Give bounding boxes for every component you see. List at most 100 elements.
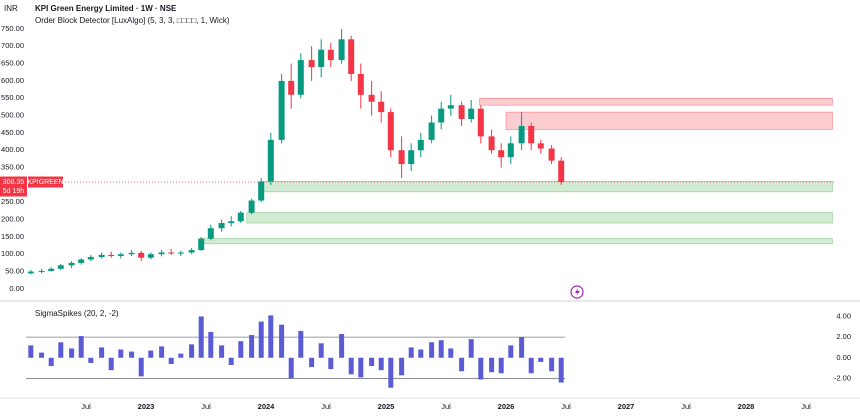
candle-body bbox=[458, 105, 465, 120]
y-tick-label: 600.00 bbox=[1, 76, 24, 85]
symbol-label: KPIGREEN bbox=[27, 179, 63, 186]
candle-body bbox=[558, 160, 565, 183]
currency: INR bbox=[4, 4, 18, 13]
order-block bbox=[262, 181, 833, 193]
x-tick-label: 2026 bbox=[498, 402, 515, 411]
y-tick-label: 250.00 bbox=[1, 197, 24, 206]
y-tick-label: 550.00 bbox=[1, 93, 24, 102]
sigma-bar bbox=[429, 342, 435, 358]
sigma-bar bbox=[298, 330, 304, 358]
candle-body bbox=[218, 223, 225, 229]
sigma-bar bbox=[28, 345, 34, 358]
candle-body bbox=[398, 150, 405, 165]
sigma-bar bbox=[219, 345, 225, 358]
sigma-bar bbox=[328, 357, 334, 370]
sigma-bar bbox=[369, 357, 375, 367]
sigma-title: SigmaSpikes (20, 2, -2) bbox=[35, 309, 119, 318]
y-tick-label: 750.00 bbox=[1, 24, 24, 33]
sigma-bar bbox=[348, 357, 354, 375]
y-tick-label: 700.00 bbox=[1, 41, 24, 50]
y-tick-label: 0.00 bbox=[836, 353, 851, 362]
sigma-bar bbox=[378, 357, 384, 371]
sigma-bar bbox=[528, 357, 534, 374]
sigma-bar bbox=[99, 347, 105, 358]
last-price-label: 308.35 bbox=[3, 179, 25, 186]
candle-body bbox=[338, 39, 345, 61]
candle-body bbox=[87, 257, 94, 260]
sigma-bar bbox=[448, 348, 454, 358]
y-tick-label: 50.00 bbox=[5, 267, 24, 276]
candle-body bbox=[518, 125, 525, 144]
sigma-bar bbox=[189, 344, 195, 358]
sigma-bar bbox=[549, 357, 555, 372]
candle-body bbox=[138, 252, 145, 258]
candle-body bbox=[258, 181, 265, 201]
sigma-bar bbox=[118, 349, 124, 358]
sigma-bar bbox=[288, 357, 294, 379]
candle-body bbox=[477, 108, 484, 137]
y-tick-label: 0.00 bbox=[9, 284, 24, 293]
sigma-bar bbox=[399, 357, 405, 376]
sigma-bar bbox=[438, 340, 444, 358]
candle-body bbox=[357, 73, 364, 95]
candle-body bbox=[237, 212, 244, 222]
candle-body bbox=[528, 125, 535, 144]
sigma-bar bbox=[168, 357, 174, 364]
sigma-bar bbox=[408, 347, 414, 358]
sigma-bar bbox=[69, 348, 75, 358]
sigma-bar bbox=[388, 357, 394, 388]
x-tick-label: Jul bbox=[561, 402, 571, 411]
sigma-bar bbox=[108, 357, 114, 371]
x-tick-label: 2024 bbox=[258, 402, 276, 411]
y-tick-label: 200.00 bbox=[1, 215, 24, 224]
candle-body bbox=[297, 60, 304, 95]
candle-body bbox=[158, 252, 165, 255]
last-price-box bbox=[0, 176, 27, 197]
candle-body bbox=[318, 49, 325, 68]
candle-body bbox=[537, 143, 544, 149]
candle-body bbox=[117, 254, 124, 256]
sigma-bar bbox=[478, 357, 484, 380]
y-tick-label: 150.00 bbox=[1, 232, 24, 241]
sigma-bar bbox=[558, 357, 564, 383]
sigma-bar bbox=[318, 343, 324, 358]
candle-body bbox=[248, 200, 255, 213]
sigma-bar bbox=[48, 357, 54, 367]
x-tick-label: Jul bbox=[801, 402, 811, 411]
candle-body bbox=[98, 254, 105, 258]
order-block bbox=[479, 97, 833, 106]
y-tick-label: 500.00 bbox=[1, 111, 24, 120]
sigma-bar bbox=[489, 357, 495, 373]
sigma-bar bbox=[88, 357, 94, 363]
candle-body bbox=[428, 122, 435, 140]
x-tick-label: Jul bbox=[441, 402, 451, 411]
sigma-bar bbox=[198, 316, 204, 358]
lightning-icon[interactable] bbox=[570, 285, 584, 299]
candle-body bbox=[378, 101, 385, 113]
countdown-label: 5d 19h bbox=[3, 188, 25, 195]
chart-title: KPI Green Energy Limited · 1W · NSE bbox=[35, 4, 177, 13]
sigma-bar bbox=[468, 339, 474, 358]
candle-body bbox=[348, 39, 355, 74]
sigma-bar bbox=[58, 342, 64, 358]
sigma-bar bbox=[249, 335, 255, 358]
y-tick-label: 2.00 bbox=[836, 332, 851, 341]
candle-body bbox=[468, 108, 475, 120]
candle-body bbox=[288, 80, 295, 95]
sigma-bar bbox=[309, 357, 315, 368]
candle-body bbox=[48, 268, 55, 271]
sigma-bar bbox=[498, 357, 504, 374]
sigma-bar bbox=[358, 357, 364, 378]
indicator-title: Order Block Detector [LuxAlgo] (5, 3, 3,… bbox=[35, 16, 230, 25]
candle-body bbox=[188, 250, 195, 253]
sigma-bar bbox=[339, 334, 345, 358]
candle-body bbox=[57, 265, 64, 269]
candle-body bbox=[278, 80, 285, 140]
sigma-bar bbox=[519, 337, 525, 358]
y-tick-label: 350.00 bbox=[1, 163, 24, 172]
x-tick-label: Jul bbox=[81, 402, 91, 411]
y-tick-label: 650.00 bbox=[1, 59, 24, 68]
order-block bbox=[199, 238, 833, 245]
sigma-bar bbox=[78, 336, 84, 358]
